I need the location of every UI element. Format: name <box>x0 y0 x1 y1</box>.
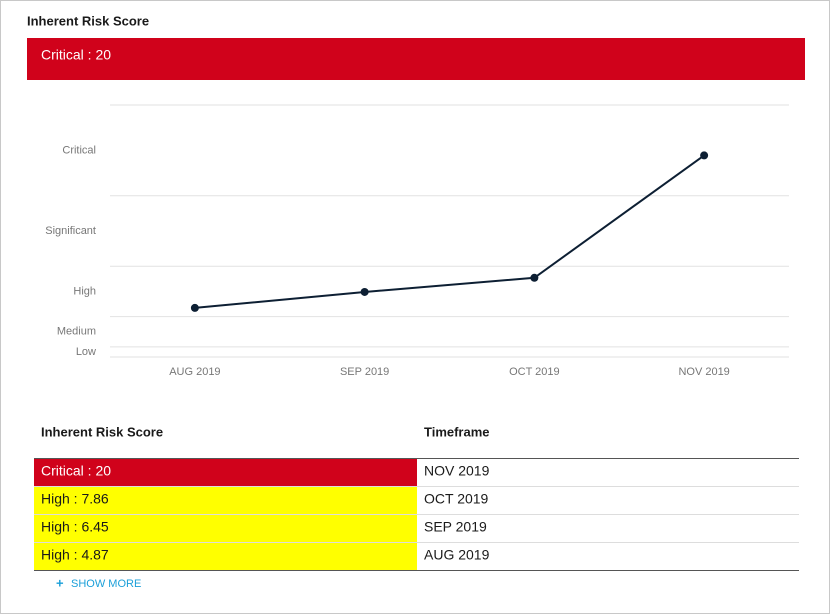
cell-text: Critical : 20 <box>41 463 111 479</box>
column-header: Inherent Risk Score <box>41 424 163 439</box>
column-header: Timeframe <box>424 424 490 439</box>
y-band-label: Significant <box>45 225 96 237</box>
cell-text: High : 6.45 <box>41 519 109 535</box>
x-tick-label: OCT 2019 <box>509 366 560 378</box>
show-more[interactable]: SHOW MORE <box>71 578 141 590</box>
score-badge <box>27 38 805 80</box>
score-cell <box>34 487 417 514</box>
y-band-label: Low <box>76 346 96 358</box>
y-band-label: Critical <box>62 144 96 156</box>
table: Inherent Risk Score Timeframe Critical : 2… <box>34 424 799 571</box>
chart: Low Medium High Significant Critical AUG 2019… <box>45 104 789 378</box>
cell-text: OCT 2019 <box>424 491 489 507</box>
point <box>700 151 709 160</box>
point <box>530 273 539 282</box>
line <box>194 154 705 309</box>
score-badge-text: Critical : 20 <box>41 47 111 63</box>
cell-text: SEP 2019 <box>424 519 487 535</box>
cell-text: AUG 2019 <box>424 547 490 563</box>
cell-text: NOV 2019 <box>424 463 490 479</box>
cell-text: High : 7.86 <box>41 491 109 507</box>
table-header <box>34 408 799 458</box>
x-tick-label: NOV 2019 <box>678 366 729 378</box>
point <box>190 303 199 312</box>
y-band-label: High <box>73 285 96 297</box>
score-cell <box>34 515 417 542</box>
score-cell <box>34 543 417 570</box>
y-band-label: Medium <box>57 326 96 338</box>
plus-icon[interactable]: + <box>56 575 64 590</box>
x-tick-label: AUG 2019 <box>169 366 220 378</box>
score-cell <box>34 459 417 486</box>
x-tick-label: SEP 2019 <box>340 366 389 378</box>
title: Inherent Risk Score <box>27 13 149 28</box>
cell-text: High : 4.87 <box>41 547 109 563</box>
point <box>360 287 369 296</box>
